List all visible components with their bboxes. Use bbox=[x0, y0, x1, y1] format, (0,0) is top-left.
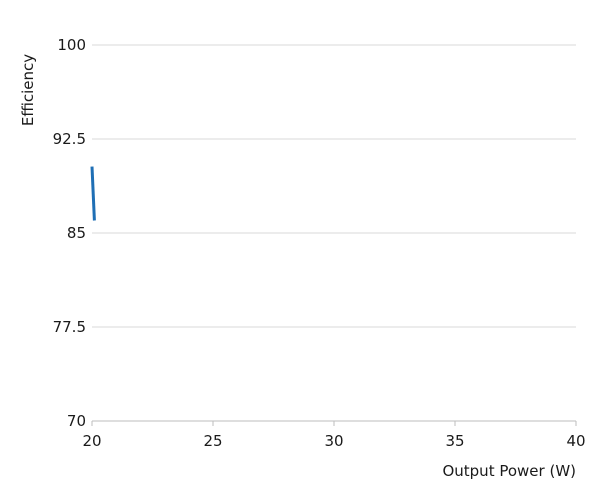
x-tick-label: 40 bbox=[566, 432, 585, 450]
y-tick-label: 70 bbox=[67, 412, 86, 430]
x-tick-label: 35 bbox=[445, 432, 464, 450]
series-line bbox=[90, 166, 96, 221]
y-tick-label: 85 bbox=[67, 224, 86, 242]
y-tick-label: 92.5 bbox=[53, 130, 86, 148]
y-tick-labels: 70 77.5 85 92.5 100 bbox=[53, 36, 86, 430]
y-tick-label: 77.5 bbox=[53, 318, 86, 336]
series-group bbox=[90, 166, 96, 221]
y-axis-title: Efficiency bbox=[19, 54, 37, 126]
x-tick-label: 30 bbox=[324, 432, 343, 450]
x-tick-label: 25 bbox=[203, 432, 222, 450]
x-tick-label: 20 bbox=[82, 432, 101, 450]
gridlines bbox=[92, 44, 576, 328]
x-axis-title: Output Power (W) bbox=[442, 462, 576, 480]
x-tick-labels: 20 25 30 35 40 bbox=[82, 421, 586, 450]
y-tick-label: 100 bbox=[57, 36, 86, 54]
